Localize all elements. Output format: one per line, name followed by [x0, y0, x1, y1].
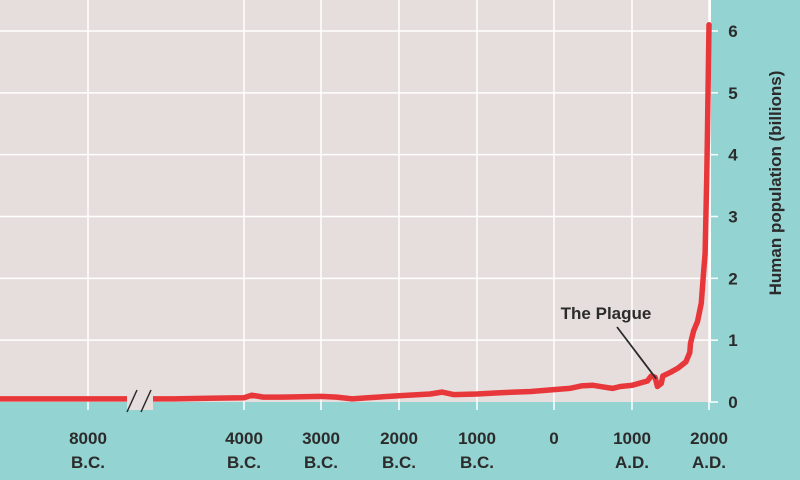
x-tick-era-label: B.C. — [227, 453, 261, 472]
horizontal-gridlines — [0, 30, 718, 403]
axis-break-marker — [126, 389, 153, 413]
x-tick-era-label: B.C. — [304, 453, 338, 472]
y-tick-labels: 0 1 2 3 4 5 6 — [728, 22, 738, 412]
x-tick-labels: 8000 B.C. 4000 B.C. 3000 B.C. 2000 B.C. 1000 B.C.… — [69, 429, 728, 472]
population-line — [0, 22, 712, 402]
y-tick-label: 6 — [728, 22, 737, 41]
x-tick-era-label: B.C. — [71, 453, 105, 472]
y-tick-label: 3 — [728, 208, 737, 227]
x-tick-label: 0 — [549, 429, 558, 448]
y-tick-label: 4 — [728, 146, 738, 165]
x-tick-label: 4000 — [225, 429, 263, 448]
y-tick-label: 5 — [728, 84, 737, 103]
x-tick-label: 2000 — [690, 429, 728, 448]
x-tick-label: 8000 — [69, 429, 107, 448]
x-tick-era-label: B.C. — [382, 453, 416, 472]
x-tick-label: 2000 — [380, 429, 418, 448]
plot-area — [0, 0, 710, 402]
y-tick-label: 1 — [728, 331, 737, 350]
plague-annotation-leader — [616, 326, 657, 380]
x-tick-era-label: A.D. — [692, 453, 726, 472]
plague-annotation: The Plague — [561, 304, 657, 380]
x-tick-era-label: B.C. — [460, 453, 494, 472]
x-tick-era-label: A.D. — [615, 453, 649, 472]
x-tick-label: 1000 — [613, 429, 651, 448]
x-tick-label: 1000 — [458, 429, 496, 448]
y-axis-label: Human population (billions) — [766, 71, 785, 296]
y-tick-label: 2 — [728, 269, 737, 288]
plague-annotation-label: The Plague — [561, 304, 652, 323]
x-tick-label: 3000 — [302, 429, 340, 448]
y-tick-label: 0 — [728, 393, 737, 412]
